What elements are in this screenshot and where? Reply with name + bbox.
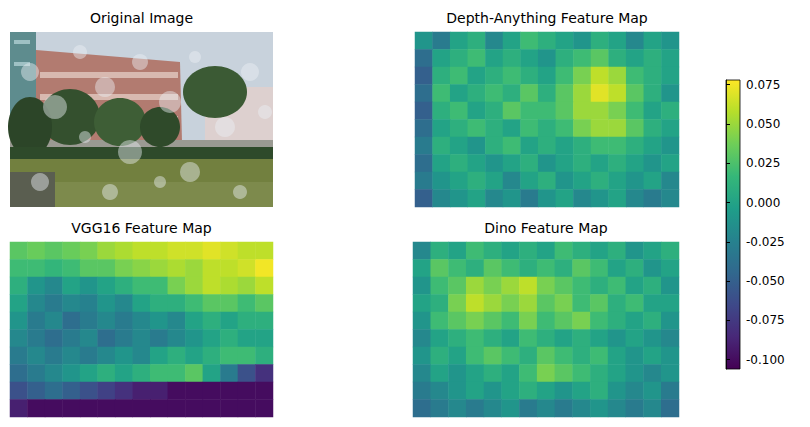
svg-text:-0.050: -0.050 [746,274,785,288]
svg-text:-0.100: -0.100 [746,353,785,367]
svg-text:Depth-Anything Feature Map: Depth-Anything Feature Map [446,10,648,26]
svg-text:-0.025: -0.025 [746,235,785,249]
svg-text:0.025: 0.025 [746,156,780,170]
svg-text:0.000: 0.000 [746,196,780,210]
svg-text:0.075: 0.075 [746,78,780,92]
svg-text:VGG16 Feature Map: VGG16 Feature Map [71,220,212,236]
svg-text:Original Image: Original Image [90,10,193,26]
svg-text:-0.075: -0.075 [746,313,785,327]
svg-text:Dino Feature Map: Dino Feature Map [484,220,608,236]
svg-text:0.050: 0.050 [746,117,780,131]
